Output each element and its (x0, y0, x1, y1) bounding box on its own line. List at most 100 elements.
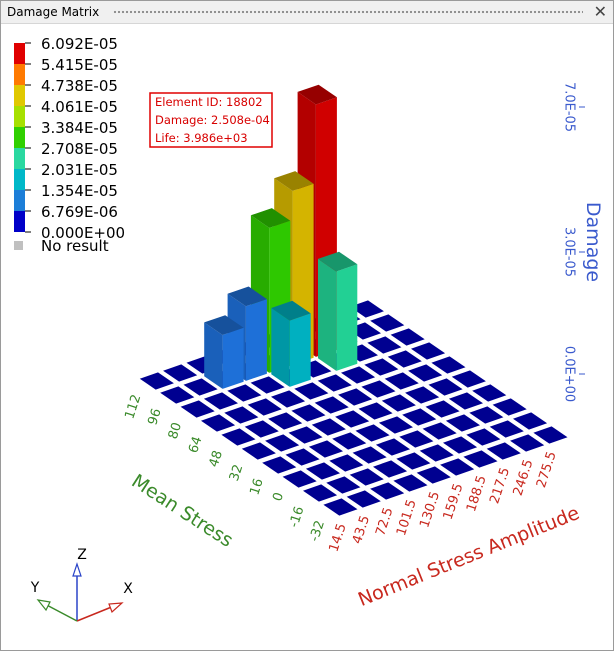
grid-cell (370, 482, 405, 500)
triad-y-label: Y (30, 580, 40, 596)
grid-cell (399, 430, 434, 448)
triad-x-label: X (123, 581, 133, 597)
y-tick-label: 32 (227, 463, 246, 483)
grid-cell (472, 384, 507, 402)
bar-top (250, 208, 291, 228)
grid-cell (425, 400, 460, 418)
grid-cell (326, 476, 361, 494)
grid-cell (241, 442, 276, 460)
bar-face-right (271, 308, 290, 387)
x-tick-label: 246.5 (511, 458, 537, 498)
legend: 6.092E-05 5.415E-05 4.738E-05 4.061E-05 3.38… (14, 35, 125, 255)
triad-z-arrow (72, 562, 82, 577)
grid-cell (387, 350, 422, 368)
tooltip: Element ID: 18802 Damage: 2.508e-04 Life: … (149, 92, 273, 148)
grid-cell (338, 388, 373, 406)
title-bar[interactable]: Damage Matrix ✕ (1, 1, 613, 24)
bar-top (318, 251, 358, 272)
grid-cell (160, 386, 195, 404)
grid-cell (341, 366, 376, 384)
legend-label: 4.061E-05 (41, 98, 118, 116)
grid-cell (323, 498, 358, 516)
legend-label: 4.738E-05 (41, 77, 118, 95)
x-tick-label: 188.5 (464, 474, 490, 514)
bar-face-left (336, 264, 358, 371)
grid-cell (422, 422, 457, 440)
bar (271, 300, 311, 387)
window-title: Damage Matrix (7, 5, 100, 19)
z-tick-label: 0.0E+00 (562, 346, 577, 402)
y-tick-label: 0 (270, 491, 287, 504)
legend-label: 5.415E-05 (41, 56, 118, 74)
tooltip-line: Life: 3.986e+03 (155, 131, 248, 145)
grid-cell (224, 406, 259, 424)
grid-cell (244, 420, 279, 438)
grid-cell (291, 404, 326, 422)
x-tick-label: 275.5 (534, 450, 560, 490)
grid-cell (445, 414, 480, 432)
grid-cell (533, 426, 568, 444)
bar-face-left (222, 327, 244, 389)
grid-cell (393, 474, 428, 492)
grid-cell (510, 434, 545, 452)
y-tick-label: 16 (247, 477, 266, 497)
bar-top (227, 286, 267, 307)
grid-cell (311, 418, 346, 436)
legend-label: 2.708E-05 (41, 140, 118, 158)
legend-swatch (14, 43, 25, 64)
legend-label: 6.092E-05 (41, 35, 118, 53)
tooltip-box (149, 92, 273, 148)
legend-swatch (14, 190, 25, 211)
x-tick-label: 14.5 (327, 522, 350, 554)
grid-cell (358, 402, 393, 420)
grid-cell (282, 470, 317, 488)
grid-cell (431, 356, 466, 374)
grid-cell (352, 446, 387, 464)
y-tick-label: 96 (145, 407, 164, 427)
bar (318, 251, 358, 371)
grid-cell (486, 442, 521, 460)
legend-label: 0.000E+00 (41, 224, 125, 242)
triad-x-arrow (108, 602, 124, 614)
grid-cell (139, 372, 174, 390)
x-tick-label: 217.5 (487, 466, 513, 506)
grid-cell (317, 374, 352, 392)
grid-cell (489, 420, 524, 438)
grid-cell (448, 392, 483, 410)
plot-area: 14.5 43.5 72.5101.5130.5159.5188.5217.5246… (122, 82, 604, 611)
grid-cell (381, 394, 416, 412)
grid-cell (268, 412, 303, 430)
y-axis-title: Mean Stress (128, 470, 237, 552)
grid-cell (265, 434, 300, 452)
damage-matrix-plot[interactable]: 14.5 43.5 72.5101.5130.5159.5188.5217.5246… (1, 24, 613, 650)
legend-label: 3.384E-05 (41, 119, 118, 137)
bar-face-right (204, 322, 223, 389)
bar-top (204, 315, 244, 335)
grid-cell (308, 440, 343, 458)
legend-label: 2.031E-05 (41, 161, 118, 179)
grid-cell (314, 396, 349, 414)
grid-cell (349, 468, 384, 486)
grid-cell (463, 450, 498, 468)
grid-cell (183, 378, 218, 396)
grid-cell (349, 300, 384, 318)
grid-cell (250, 376, 285, 394)
grid-cell (262, 456, 297, 474)
grid-cell (305, 462, 340, 480)
grid-cell (335, 410, 370, 428)
grid-cell (203, 392, 238, 410)
close-icon[interactable]: ✕ (593, 2, 607, 21)
grid-cell (367, 336, 402, 354)
grid-cell (451, 370, 486, 388)
drag-grip[interactable] (113, 10, 583, 14)
grid-cell (332, 432, 367, 450)
x-tick-label: 43.5 (350, 514, 373, 546)
grid-cell (396, 452, 431, 470)
grid-cell (364, 358, 399, 376)
grid-cell (405, 386, 440, 404)
y-tick-label: 64 (186, 435, 205, 455)
legend-swatch (14, 148, 25, 169)
grid-cell (285, 448, 320, 466)
grid-cell (329, 454, 364, 472)
